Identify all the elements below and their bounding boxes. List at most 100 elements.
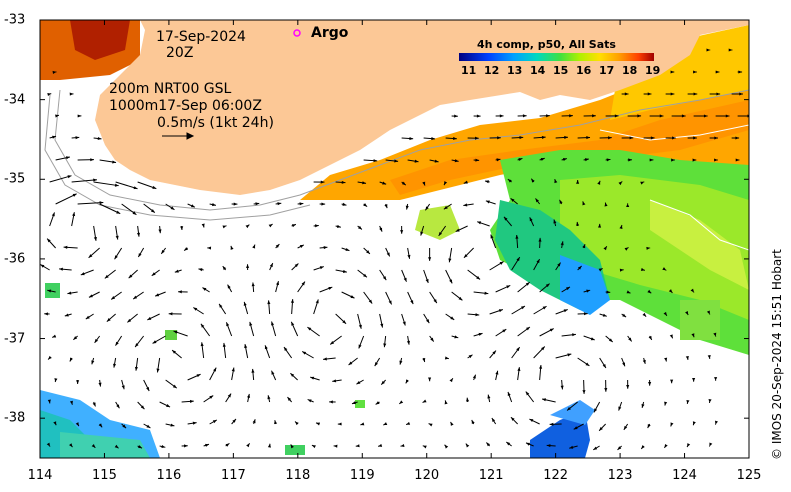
current-vector-head	[649, 158, 654, 162]
current-vector-head	[362, 181, 367, 185]
current-vector-head	[67, 175, 72, 179]
current-vector-head	[422, 357, 426, 362]
current-vector-head	[140, 405, 145, 410]
current-vector-head	[499, 114, 504, 118]
current-vector-head	[624, 247, 629, 251]
current-vector-head	[255, 202, 260, 206]
current-vector-head	[114, 444, 119, 449]
current-vector-head	[663, 311, 667, 316]
current-vector-head	[201, 223, 205, 228]
current-vector-head	[707, 355, 711, 359]
current-vector-head	[604, 388, 608, 392]
current-vector-head	[608, 136, 612, 140]
current-vector-head	[138, 445, 143, 449]
current-vector-head	[563, 309, 568, 313]
current-vector-head	[115, 341, 119, 346]
current-vector-head	[670, 70, 675, 74]
current-vector-head	[290, 299, 294, 303]
current-vector-head	[402, 321, 406, 326]
current-vector-head	[626, 290, 631, 294]
current-vector-head	[295, 421, 299, 426]
current-vector-head	[368, 299, 373, 304]
current-vector-head	[315, 299, 319, 304]
current-vector-head	[618, 406, 622, 411]
current-vector-head	[541, 346, 545, 351]
current-vector-head	[650, 136, 655, 140]
current-vector-head	[91, 360, 95, 365]
x-tick-label: 121	[478, 468, 504, 483]
current-vector-head	[314, 224, 319, 228]
current-vector-head	[207, 246, 212, 250]
current-vector-head	[178, 290, 182, 294]
current-vector-head	[709, 442, 713, 447]
current-vector-head	[155, 293, 160, 297]
current-vector-head	[692, 158, 697, 162]
current-vector-head	[274, 420, 278, 425]
current-vector-head	[198, 268, 203, 272]
current-vector-head	[333, 444, 338, 448]
current-vector-head	[342, 202, 347, 206]
current-vector-head	[549, 422, 554, 426]
current-vector-head	[450, 421, 454, 426]
current-vector-head	[310, 376, 315, 380]
current-vector-head	[546, 114, 550, 118]
current-vector-head	[116, 404, 120, 409]
x-tick-label: 114	[27, 468, 53, 483]
current-vector-head	[617, 446, 622, 450]
current-vector-head	[127, 318, 132, 323]
current-vector-head	[76, 380, 80, 384]
current-vector-head	[725, 114, 730, 118]
current-vector-head	[604, 202, 608, 207]
current-vector-head	[366, 250, 370, 254]
current-vector-head	[69, 357, 73, 362]
current-vector-head	[536, 259, 540, 264]
current-vector-head	[642, 359, 646, 364]
current-vector-head	[492, 350, 496, 355]
current-vector-head	[506, 441, 511, 446]
current-vector-head	[134, 366, 138, 371]
current-vector-head	[553, 219, 557, 224]
current-vector-head	[516, 257, 520, 262]
current-vector-head	[299, 202, 304, 206]
current-vector-head	[98, 423, 103, 428]
current-vector-head	[669, 334, 673, 339]
current-vector-head	[519, 135, 524, 140]
current-vector-head	[246, 443, 250, 448]
current-vector-head	[138, 253, 142, 258]
current-vector-head	[510, 198, 515, 202]
current-vector-head	[622, 362, 626, 367]
current-vector-head	[332, 379, 337, 383]
argo-marker-icon	[293, 29, 301, 37]
current-vector-head	[486, 442, 491, 447]
current-vector-head	[128, 274, 133, 279]
current-vector-head	[330, 341, 335, 345]
current-vector-head	[358, 324, 362, 329]
current-vector-head	[251, 368, 255, 373]
current-vector-head	[97, 136, 102, 141]
current-vector-head	[517, 367, 521, 372]
current-vector-head	[425, 206, 429, 211]
current-vector-head	[399, 400, 404, 404]
current-vector-head	[422, 445, 427, 449]
current-vector-head	[91, 444, 96, 448]
current-vector-head	[98, 382, 102, 387]
current-vector-head	[170, 206, 175, 210]
current-vector-head	[491, 418, 496, 422]
current-vector-head	[184, 247, 189, 251]
colorbar-tick-label: 13	[507, 64, 523, 77]
current-vector-head	[472, 374, 476, 379]
current-vector-head	[132, 211, 137, 215]
current-vector-head	[231, 367, 235, 372]
x-tick-label: 119	[349, 468, 375, 483]
current-vector-head	[525, 391, 530, 396]
current-vector-head	[681, 114, 686, 118]
current-vector-head	[381, 380, 385, 385]
current-vector-head	[161, 444, 166, 449]
current-vector-head	[351, 401, 356, 405]
current-vector-head	[598, 268, 603, 272]
current-vector-head	[497, 136, 501, 140]
current-vector-head	[386, 252, 390, 257]
current-vector-head	[225, 443, 230, 447]
current-vector-head	[560, 241, 564, 246]
current-vector-head	[582, 390, 586, 394]
